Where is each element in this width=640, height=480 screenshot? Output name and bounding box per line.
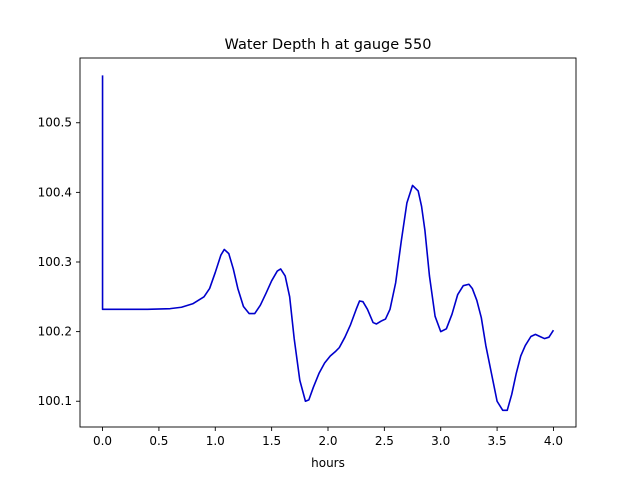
x-tick-label: 4.0 (544, 434, 563, 448)
plot-area (79, 57, 577, 428)
series-line-0 (101, 75, 555, 412)
y-tick-label: 100.4 (38, 185, 72, 199)
x-tick-label: 1.0 (206, 434, 225, 448)
x-axis: 0.0 0.5 1.0 1.5 2.0 2.5 3.0 3.5 4.0 (93, 427, 563, 448)
y-tick-label: 100.1 (38, 394, 72, 408)
x-tick-label: 0.0 (93, 434, 112, 448)
y-tick-label: 100.2 (38, 325, 72, 339)
chart-title: Water Depth h at gauge 550 (225, 37, 432, 53)
x-tick-label: 1.5 (262, 434, 281, 448)
plot-frame (79, 57, 577, 428)
x-tick-label: 3.5 (488, 434, 507, 448)
y-tick-label: 100.3 (38, 255, 72, 269)
x-tick-label: 2.0 (318, 434, 337, 448)
y-tick-label: 100.5 (38, 116, 72, 130)
x-tick-label: 3.0 (431, 434, 450, 448)
x-tick-label: 2.5 (375, 434, 394, 448)
y-axis: 100.1 100.2 100.3 100.4 100.5 (38, 116, 80, 408)
x-tick-label: 0.5 (149, 434, 168, 448)
x-axis-label: hours (311, 456, 345, 470)
